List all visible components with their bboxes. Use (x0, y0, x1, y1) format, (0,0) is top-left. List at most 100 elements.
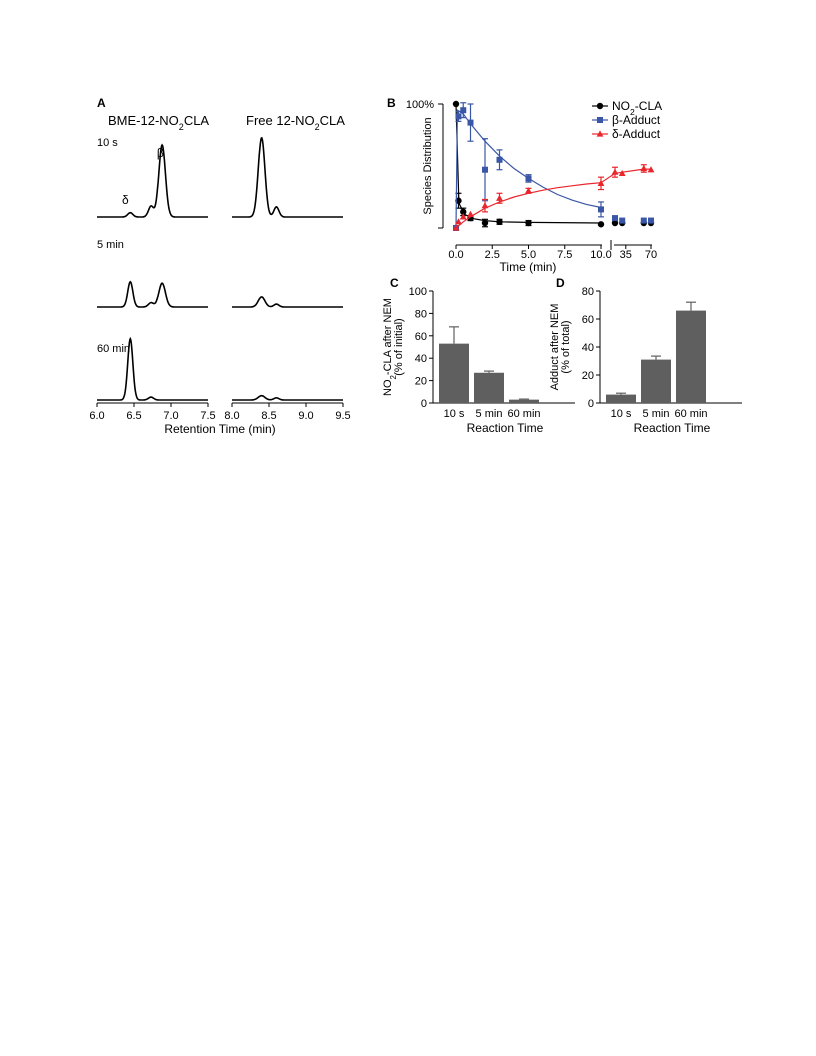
point-2-5 (496, 194, 503, 201)
point-2-0 (452, 224, 460, 231)
legend-label-0-a: NO (612, 99, 630, 113)
bar-category-C-2: 60 min (507, 408, 540, 420)
panel-C-ytick-label-5: 100 (409, 286, 427, 298)
point-1-9 (619, 217, 626, 224)
chromatogram-right-1 (232, 296, 343, 308)
panel-b-ylabel: Species Distribution (422, 117, 434, 214)
panel-b-xlabel: Time (min) (500, 260, 557, 274)
chromatogram-left-2 (97, 336, 208, 401)
point-2-11 (647, 166, 655, 173)
panel-a-xlabel: Retention Time (min) (164, 422, 275, 436)
panel-C-ytick-label-0: 0 (421, 398, 427, 410)
xtick-label-left-2: 7.0 (163, 410, 178, 422)
point-2-2 (459, 213, 467, 220)
panel-a-title-right: Free 12-NO2CLA (246, 113, 345, 132)
panel-D-xlabel: Reaction Time (634, 421, 711, 435)
panel-b-xtick-label-4: 10.0 (590, 249, 611, 261)
point-0-2 (460, 208, 467, 216)
panel-C-ylabel-1-a: NO (382, 379, 394, 396)
point-1-1 (455, 113, 462, 120)
title-right-sub: 2 (315, 122, 320, 132)
bar-category-D-2: 60 min (674, 408, 707, 420)
xtick-label-right-0: 8.0 (224, 410, 239, 422)
point-2-10 (640, 164, 648, 172)
chromatogram-left-0 (97, 143, 208, 218)
point-2-9 (618, 169, 626, 177)
legend-label-0: NO2-CLA (612, 99, 662, 117)
point-1-6 (525, 175, 532, 182)
point-0-8 (611, 219, 619, 227)
title-left-prefix: BME-12-NO (108, 113, 179, 128)
point-2-1 (455, 218, 462, 225)
title-left-suffix: CLA (184, 113, 210, 128)
bar-C-0 (439, 343, 469, 403)
bar-category-D-0: 10 s (611, 408, 632, 420)
panel-a-title-left: BME-12-NO2CLA (108, 113, 209, 132)
fit-line-1 (455, 109, 602, 229)
point-0-6 (525, 219, 532, 227)
xtick-label-left-3: 7.5 (200, 410, 215, 422)
point-2-4 (481, 202, 489, 209)
legend-label-0-b: -CLA (635, 99, 662, 113)
panel-D-ytick-label-3: 60 (582, 314, 594, 326)
panel-C-xlabel: Reaction Time (467, 421, 544, 435)
peak-label-beta: β (157, 146, 164, 160)
bar-C-1 (474, 372, 504, 403)
xtick-label-left-1: 6.5 (126, 410, 141, 422)
legend-marker-0 (596, 102, 604, 110)
title-right-prefix: Free 12-NO (246, 113, 315, 128)
point-2-6 (525, 187, 532, 194)
chromatogram-left-1 (97, 280, 208, 308)
panel-b-xtick-label-3: 7.5 (557, 249, 572, 261)
panel-C-ylabel-1-b: -CLA after NEM (382, 298, 394, 375)
legend-marker-2 (596, 130, 604, 137)
panel-d-letter: D (556, 276, 565, 290)
title-right-suffix: CLA (320, 113, 346, 128)
bar-C-2 (509, 399, 539, 403)
panel-C-ylabel-1: NO2-CLA after NEM (382, 298, 398, 396)
point-1-11 (648, 217, 654, 224)
point-0-0 (452, 100, 460, 108)
point-1-8 (612, 215, 618, 222)
peak-label-delta: δ (122, 193, 129, 207)
chromatogram-right-2 (232, 394, 343, 401)
panel-c-letter: C (390, 276, 399, 290)
bar-category-C-0: 10 s (444, 408, 465, 420)
panel-C-ytick-label-2: 40 (415, 353, 427, 365)
panel-D-ylabel-2: (% of total) (560, 320, 572, 373)
panel-b-xtick-label-r-0: 35 (620, 249, 632, 261)
bar-category-C-1: 5 min (476, 408, 503, 420)
panel-D-ytick-label-0: 0 (588, 398, 594, 410)
point-1-7 (598, 206, 604, 213)
panel-D-ylabel-1: Adduct after NEM (549, 304, 561, 391)
point-1-5 (496, 156, 503, 163)
panel-b-xtick-label-2: 5.0 (521, 249, 536, 261)
legend-label-2: δ-Adduct (612, 127, 661, 141)
bar-D-0 (606, 394, 636, 403)
bar-D-1 (641, 359, 671, 403)
panel-b-xtick-label-1: 2.5 (485, 249, 500, 261)
legend-marker-1 (597, 117, 603, 123)
xtick-label-right-2: 9.0 (298, 410, 313, 422)
panel-C-ylabel-1-sub: 2 (389, 375, 398, 379)
panel-C-ylabel-2: (% of initial) (393, 318, 405, 375)
panel-b-ytick-label: 100% (406, 99, 434, 111)
point-0-5 (496, 218, 503, 225)
panel-a-letter: A (97, 96, 106, 110)
point-1-3 (467, 119, 474, 126)
fit-line-2 (455, 168, 651, 229)
panel-D-ytick-label-1: 20 (582, 370, 594, 382)
row-label-0: 10 s (97, 137, 118, 149)
point-0-7 (597, 221, 605, 228)
panel-C-ytick-label-1: 20 (415, 376, 427, 388)
panel-b-xtick-label-r-1: 70 (645, 249, 657, 261)
chromatogram-right-0 (232, 136, 343, 218)
point-1-4 (482, 166, 488, 173)
legend-label-0-sub: 2 (630, 107, 635, 117)
legend-label-1: β-Adduct (612, 113, 661, 127)
point-1-10 (640, 217, 647, 224)
bar-category-D-1: 5 min (643, 408, 670, 420)
row-label-1: 5 min (97, 239, 124, 251)
row-label-2: 60 min (97, 343, 130, 355)
